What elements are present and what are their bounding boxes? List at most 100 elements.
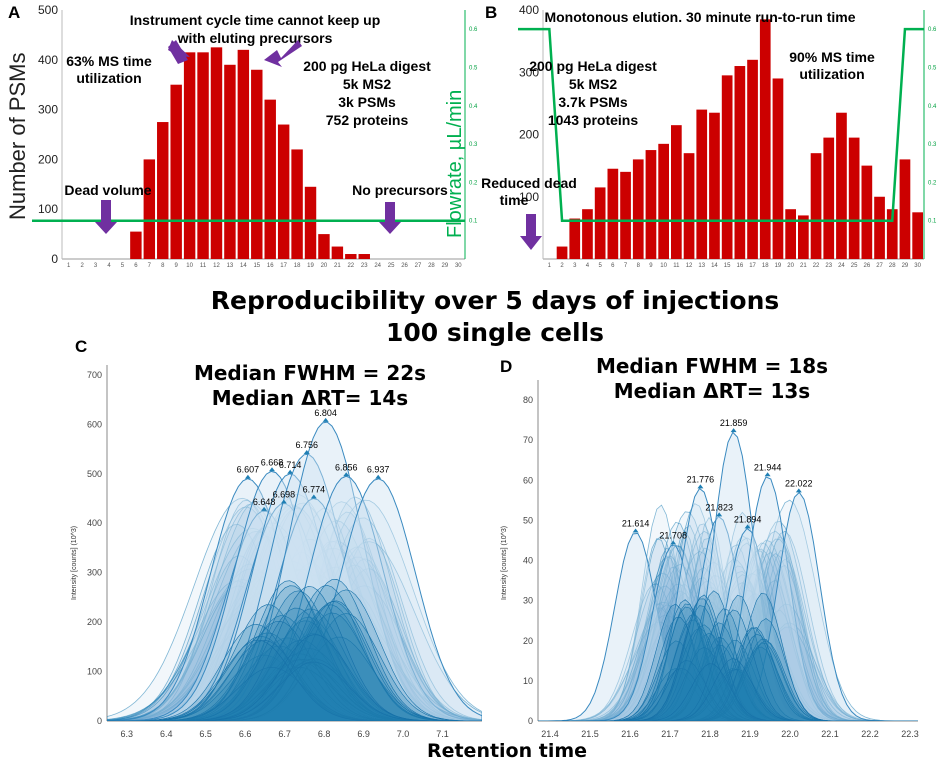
panel-c-peak-2	[107, 510, 482, 721]
panel-c-peak-label: 6.648	[253, 497, 276, 507]
panel-a-y-tick: 300	[38, 103, 58, 117]
panel-b-y2-tick: 0.2	[928, 180, 937, 186]
panel-b-bar	[696, 109, 708, 259]
panel-a-info-line4: 752 proteins	[326, 112, 409, 128]
panel-d-trace	[538, 590, 918, 721]
x-axis-label-retention-time: Retention time	[427, 740, 587, 762]
panel-a-x-tick: 27	[415, 263, 422, 269]
panel-a-bar	[264, 99, 276, 259]
panel-d-y-tick: 30	[523, 596, 533, 606]
panel-d-trace	[538, 598, 918, 721]
panel-b-bar	[785, 209, 796, 259]
panel-a-y2-tick: 0.2	[469, 180, 478, 186]
panel-c-peak-marker	[261, 506, 268, 511]
panel-d-x-tick: 21.6	[621, 729, 639, 739]
panel-a-bar	[237, 49, 250, 260]
panel-a-x-tick: 22	[347, 263, 354, 269]
panel-c-peak-label: 6.607	[237, 465, 260, 475]
panel-a-bar	[130, 231, 142, 259]
panel-b-title: Monotonous elution. 30 minute run-to-run…	[544, 9, 855, 25]
panel-b-x-tick: 26	[864, 263, 871, 269]
panel-a-x-tick: 20	[321, 263, 328, 269]
panel-d-trace	[538, 606, 918, 721]
panel-c-trace	[107, 634, 482, 721]
panel-d-peak-1	[538, 532, 918, 721]
panel-c-y-tick: 100	[87, 667, 102, 677]
panel-a-utilization-line2: utilization	[76, 70, 141, 86]
panel-d-trace	[538, 499, 918, 721]
panel-a-y2-tick: 0.1	[469, 219, 478, 225]
panel-d-y-tick: 0	[528, 716, 533, 726]
panel-a-y-tick: 200	[38, 152, 58, 166]
panel-a-x-tick: 4	[107, 263, 111, 269]
headline-line2: 100 single cells	[386, 318, 604, 347]
panel-d-peak-marker	[730, 428, 737, 433]
panel-b-bar	[721, 75, 733, 259]
panel-b-bar	[645, 150, 657, 259]
panel-d-peak-marker	[795, 488, 802, 493]
panel-b-bar	[671, 125, 682, 259]
panel-b-y-tick: 200	[519, 128, 539, 142]
panel-d-y-tick: 10	[523, 676, 533, 686]
panel-c-peak-1	[107, 478, 482, 721]
panel-d-peak-marker	[670, 540, 677, 545]
panel-b-x-tick: 2	[560, 263, 564, 269]
panel-c-peak-marker	[343, 472, 350, 477]
panel-c-trace	[107, 623, 482, 721]
panel-d-y-axis-label: Intensity [counts] (10^3)	[501, 526, 508, 600]
panel-b-x-tick: 5	[598, 263, 602, 269]
panel-a-bar	[291, 149, 303, 259]
panel-d-trace	[538, 627, 918, 721]
panel-a-title-line2: with eluting precursors	[177, 30, 333, 46]
panel-a-y2-tick: 0.5	[469, 65, 478, 71]
panel-b-x-tick: 11	[673, 263, 680, 269]
panel-a-no-precursors-arrow-icon	[379, 202, 401, 234]
panel-c-peak-marker	[269, 467, 275, 472]
panel-d-trace	[538, 530, 918, 721]
panel-a-bar	[224, 64, 236, 259]
panel-c-x-tick: 7.1	[436, 729, 449, 739]
panel-b-bar	[861, 165, 873, 259]
panel-c-peak-label: 6.756	[295, 440, 318, 450]
panel-c-y-tick: 700	[87, 370, 102, 380]
panel-c-trace	[107, 666, 482, 721]
panel-b-x-tick: 25	[851, 263, 858, 269]
panel-b-x-tick: 6	[611, 263, 615, 269]
panel-b-x-tick: 18	[762, 263, 769, 269]
panel-d-trace	[538, 618, 918, 721]
panel-d-fwhm-stat: Median FWHM = 18s	[596, 354, 828, 378]
panel-b-bar	[607, 168, 619, 259]
panel-b-x-tick: 10	[660, 263, 667, 269]
panel-a-bar	[251, 69, 263, 259]
panel-d-trace	[538, 660, 918, 721]
panel-c-peak-marker	[375, 474, 382, 479]
panel-b-info-line1: 200 pg HeLa digest	[529, 58, 657, 74]
panel-c-peak-marker	[244, 474, 251, 479]
panel-d-peak-label: 21.708	[659, 530, 687, 540]
panel-d-trace	[538, 594, 918, 721]
panel-d-x-tick: 22.2	[861, 729, 879, 739]
panel-a-y-tick: 0	[51, 252, 58, 266]
panel-a-y-tick: 100	[38, 202, 58, 216]
panel-a-x-tick: 10	[186, 263, 193, 269]
panel-c-peak-marker	[287, 469, 294, 474]
panel-a-bar	[304, 186, 317, 259]
panel-b-x-tick: 23	[825, 263, 832, 269]
panel-a-y-tick: 500	[38, 3, 58, 17]
panel-b-bar	[874, 196, 885, 259]
panel-b-x-tick: 30	[914, 263, 921, 269]
panel-c-peak-marker	[303, 450, 310, 454]
panel-a-arrow-left-head-icon	[168, 40, 190, 57]
panel-c-peak-label: 6.668	[261, 457, 284, 467]
panel-letter-d: D	[500, 357, 512, 376]
panel-d-trace	[538, 668, 918, 721]
panel-a-y2-tick: 0.6	[469, 27, 478, 33]
panel-c-trace	[107, 589, 482, 721]
panel-d-trace	[538, 633, 918, 721]
panel-c-peak-marker	[310, 494, 317, 499]
panel-d-trace	[538, 599, 918, 721]
panel-b-x-tick: 1	[548, 263, 552, 269]
panel-b-bar	[848, 137, 860, 259]
panel-d-peak-label: 21.776	[687, 474, 715, 484]
